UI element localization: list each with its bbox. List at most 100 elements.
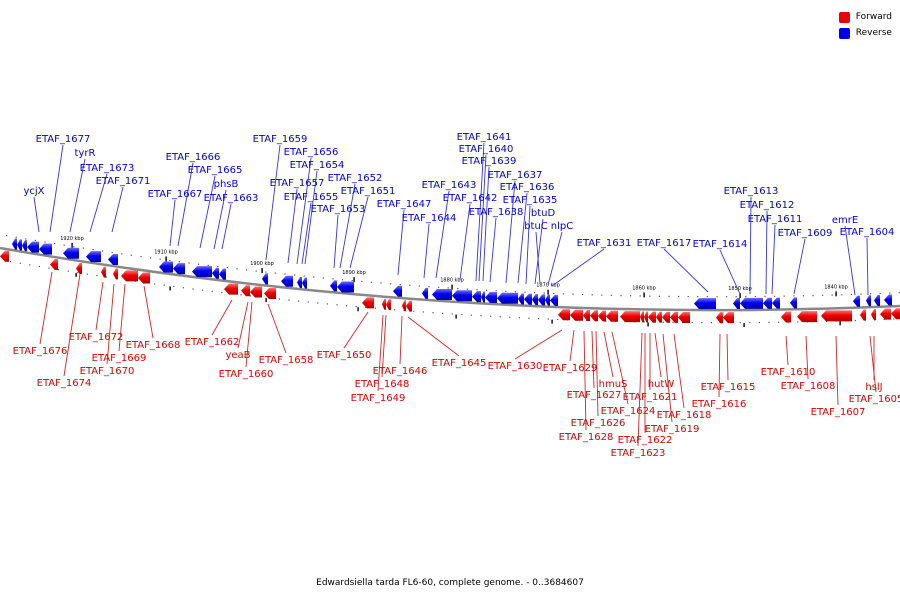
reverse-gene-arrow xyxy=(481,291,485,303)
scale-dot xyxy=(797,321,799,323)
gene-label-nlpc: nlpC xyxy=(551,221,573,232)
leader-line xyxy=(213,189,227,250)
scale-dot xyxy=(649,295,651,297)
forward-gene-arrow xyxy=(76,262,82,274)
gene-label-etaf-1672: ETAF_1672 xyxy=(69,332,124,343)
scale-dot xyxy=(246,269,248,271)
gene-label-etaf-1640: ETAF_1640 xyxy=(459,144,514,155)
forward-gene-arrow xyxy=(598,310,606,322)
leader-line xyxy=(489,217,497,283)
scale-dot xyxy=(879,292,881,295)
forward-gene-arrow xyxy=(656,311,662,323)
scale-dot xyxy=(111,251,113,254)
scale-dot xyxy=(557,318,559,321)
tick-mark xyxy=(71,242,73,248)
scale-dot xyxy=(394,309,396,311)
scale-dot xyxy=(154,283,156,285)
gene-label-etaf-1611: ETAF_1611 xyxy=(748,214,803,225)
scale-dot xyxy=(202,289,204,291)
leader-line xyxy=(793,238,806,295)
reverse-gene-arrow xyxy=(733,298,740,310)
reverse-gene-arrow xyxy=(694,298,716,310)
gene-label-etaf-1624: ETAF_1624 xyxy=(601,406,656,417)
gene-label-etaf-1659: ETAF_1659 xyxy=(253,134,308,145)
gene-label-etaf-1669: ETAF_1669 xyxy=(92,353,147,364)
reverse-gene-arrow xyxy=(866,295,871,307)
forward-gene-arrow xyxy=(797,311,817,323)
forward-gene-arrow xyxy=(241,285,250,297)
scale-dot xyxy=(294,274,296,276)
gene-label-etaf-1662: ETAF_1662 xyxy=(185,337,240,348)
scale-dot xyxy=(317,302,319,304)
scale-dot xyxy=(639,295,641,297)
tick-label: 1900 kbp xyxy=(250,261,274,267)
scale-dot xyxy=(265,271,267,273)
reverse-gene-arrow xyxy=(302,277,307,289)
forward-gene-arrow xyxy=(640,311,644,323)
reverse-gene-arrow xyxy=(538,294,545,306)
forward-gene-arrow xyxy=(662,311,670,323)
scale-dot xyxy=(706,296,708,298)
tick-mark xyxy=(739,293,741,299)
tick-mark xyxy=(261,268,263,274)
scale-dot xyxy=(514,291,516,293)
scale-dot xyxy=(870,293,872,295)
tick-mark xyxy=(643,292,645,298)
reverse-gene-arrow xyxy=(884,294,892,306)
gene-label-etaf-1673: ETAF_1673 xyxy=(80,163,135,174)
scale-dot xyxy=(764,295,766,298)
tick-mark xyxy=(75,272,77,277)
leader-line xyxy=(199,175,216,249)
scale-dot xyxy=(754,295,756,298)
scale-dot xyxy=(687,295,689,298)
scale-dot xyxy=(326,303,328,305)
scale-dot xyxy=(553,292,555,295)
tick-label: 1910 kbp xyxy=(154,249,178,255)
legend-forward-swatch xyxy=(838,11,850,23)
leader-line xyxy=(547,231,563,286)
scale-dot xyxy=(486,289,488,291)
scale-dot xyxy=(451,313,453,315)
scale-dot xyxy=(630,295,632,297)
forward-gene-arrow xyxy=(678,311,690,323)
leader-line xyxy=(177,162,194,247)
gene-label-etaf-1605: ETAF_1605 xyxy=(849,394,900,405)
reverse-gene-arrow xyxy=(12,238,17,250)
leader-line xyxy=(569,329,575,362)
scale-dot xyxy=(322,277,324,279)
gene-label-etaf-1619: ETAF_1619 xyxy=(645,424,700,435)
gene-label-etaf-1663: ETAF_1663 xyxy=(204,193,259,204)
scale-dot xyxy=(207,264,209,266)
leader-line xyxy=(718,333,721,398)
scale-dot xyxy=(783,295,785,297)
forward-gene-arrow xyxy=(570,309,583,321)
forward-gene-arrow xyxy=(224,283,238,295)
tick-label: 1920 kbp xyxy=(60,236,84,242)
gene-label-etaf-1639: ETAF_1639 xyxy=(462,156,517,167)
leader-line xyxy=(435,190,450,279)
scale-dot xyxy=(697,296,699,298)
scale-dot xyxy=(25,238,27,240)
scale-dot xyxy=(303,275,305,277)
leader-line xyxy=(583,330,587,431)
tick-mark xyxy=(165,256,167,262)
scale-dot xyxy=(106,276,108,278)
scale-dot xyxy=(582,293,584,296)
scale-dot xyxy=(236,268,238,270)
forward-gene-arrow xyxy=(386,299,391,311)
forward-gene-arrow xyxy=(821,310,852,322)
reverse-gene-arrow xyxy=(497,292,518,304)
leader-line xyxy=(771,224,776,295)
scale-dot xyxy=(278,298,280,300)
scale-dot xyxy=(726,296,728,298)
reverse-gene-arrow xyxy=(550,294,558,306)
scale-dot xyxy=(361,280,363,283)
scale-dot xyxy=(691,321,693,324)
forward-gene-arrow xyxy=(880,308,891,320)
reverse-gene-arrow xyxy=(518,293,524,305)
scale-dot xyxy=(351,279,353,282)
reverse-gene-arrow xyxy=(297,277,302,289)
tick-mark xyxy=(265,298,267,303)
gene-label-etaf-1615: ETAF_1615 xyxy=(701,382,756,393)
